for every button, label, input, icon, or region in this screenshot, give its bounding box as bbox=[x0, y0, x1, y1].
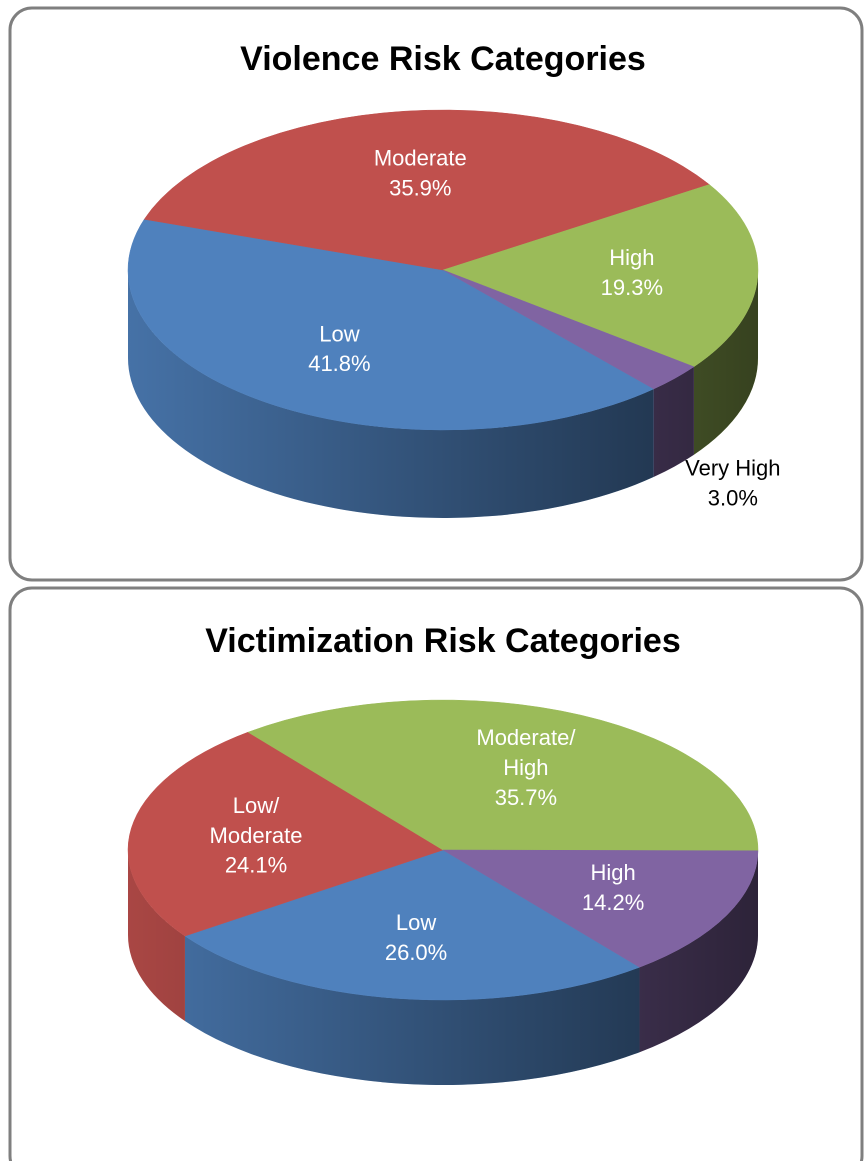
chart-title: Violence Risk Categories bbox=[240, 40, 646, 78]
slice bbox=[184, 849, 641, 1001]
value-label: 24.1% bbox=[225, 853, 287, 878]
slice-label: Moderate bbox=[374, 146, 467, 171]
slice bbox=[127, 731, 444, 937]
slice-label: Low/Moderate bbox=[210, 793, 303, 848]
value-label: 41.8% bbox=[308, 351, 370, 376]
slice-label: Moderate/High bbox=[476, 725, 576, 780]
slice bbox=[143, 109, 710, 271]
slice bbox=[442, 849, 759, 968]
value-label: 26.0% bbox=[385, 940, 447, 965]
chart-title: Victimization Risk Categories bbox=[205, 622, 681, 660]
slice-label: High bbox=[609, 245, 654, 270]
slice-label: Low bbox=[396, 910, 436, 935]
slice-label: Low bbox=[319, 321, 359, 346]
slice-label: Very High bbox=[685, 455, 780, 480]
slice bbox=[442, 184, 759, 368]
slice bbox=[442, 269, 695, 390]
side-shade bbox=[184, 936, 640, 1085]
value-label: 35.9% bbox=[389, 176, 451, 201]
value-label: 35.7% bbox=[495, 785, 557, 810]
value-label: 3.0% bbox=[708, 485, 758, 510]
slice-label: High bbox=[590, 860, 635, 885]
side-shade bbox=[653, 366, 694, 477]
side-shade bbox=[128, 850, 185, 1022]
side-shade bbox=[639, 850, 758, 1053]
value-label: 14.2% bbox=[582, 890, 644, 915]
side-shade bbox=[693, 270, 758, 455]
slice bbox=[127, 219, 655, 431]
slice bbox=[247, 699, 759, 851]
side-shade bbox=[128, 270, 654, 518]
value-label: 19.3% bbox=[601, 275, 663, 300]
